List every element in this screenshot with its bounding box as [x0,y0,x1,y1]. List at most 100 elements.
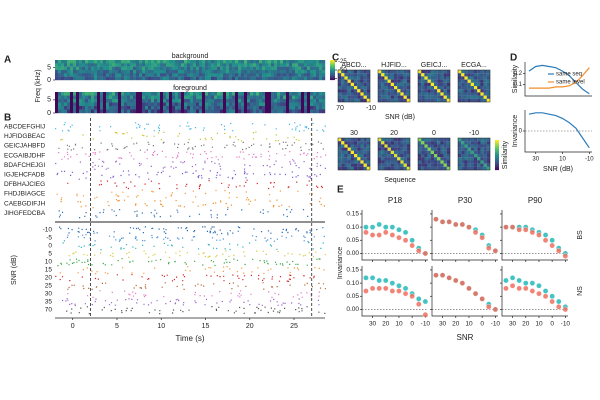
snr-label: 15 [45,267,53,274]
spectrogram-cell [79,60,83,64]
matrix-cell [483,138,487,142]
spectrogram-cell [172,63,176,67]
spectrogram-cell [85,76,89,81]
spectrogram-cell [154,102,158,107]
spectrogram-cell [298,63,302,67]
spectrogram-cell [313,70,317,74]
spectrogram-cell [85,92,89,96]
spectrogram-cell [79,106,83,110]
spectrogram-cell [166,92,170,96]
matrix-cell [387,98,391,103]
spectrogram-cell [238,109,242,114]
spectrogram-cell [301,70,305,74]
spectrogram-cell [100,92,104,96]
matrix-cell [363,70,367,74]
spectrogram-cell [229,99,233,103]
spike-raster-row [56,189,322,199]
spectrogram-cell [103,92,107,96]
spike-raster-row [67,282,326,290]
spectrogram-cell [220,106,224,110]
data-point [542,288,549,294]
spectrogram-cell [229,63,233,67]
spectrogram-cell [103,99,107,103]
spectrogram-cell [274,66,278,71]
data-point [516,226,522,233]
spectrogram-cell [187,66,191,71]
data-point [389,280,396,286]
matrix-cell [341,150,345,155]
spectrogram-cell [154,109,158,114]
spectrogram-cell [190,63,194,67]
spectrogram-cell [226,60,230,64]
spectrogram-cell [193,102,197,107]
spectrogram-cell [280,99,284,103]
spectrogram-cell [139,95,143,100]
colorbar-cell [495,159,499,161]
spectrogram-cell [274,76,278,81]
matrix-cell [384,141,388,145]
matrix-cell [366,79,371,83]
spectrogram-cell [268,102,272,107]
spectrogram-cell [265,60,269,64]
spectrogram-cell [88,70,92,74]
spectrogram-cell [136,60,140,64]
spectrogram-cell [61,73,65,77]
matrix-cell [378,92,382,96]
matrix-cell [344,70,348,74]
matrix-cell [427,98,431,103]
matrix-cell [394,160,398,164]
spectrogram-cell [298,73,302,77]
matrix-cell [354,89,358,93]
axes-frame [431,210,498,261]
spectrogram-cell [154,73,158,77]
spectrogram-cell [298,109,302,114]
matrix-title: 20 [390,130,398,137]
matrix-cell [350,154,355,158]
spectrogram-cell [292,99,296,103]
spectrogram-cell [286,73,290,77]
matrix-cell [418,73,422,77]
spectrogram-cell [211,92,215,96]
spectrogram-cell [280,60,284,64]
matrix-cell [360,141,364,145]
matrix-cell [458,144,462,148]
spectrogram-cell [265,106,269,110]
spectrogram-cell [289,76,293,81]
y-axis-label: Freq (kHz) [35,69,42,102]
matrix-cell [400,73,404,77]
snr-label: -10 [43,227,53,234]
spectrogram-cell [301,63,305,67]
spectrogram-cell [262,109,266,114]
spectrogram-cell [190,73,194,77]
spectrogram-cell [115,109,119,114]
spectrogram-cell [298,92,302,96]
x-tick-label: 15 [202,323,210,330]
spectrogram-cell [121,109,125,114]
spectrogram-cell [79,95,83,100]
sequence-label: ECGAIBJDHF [4,152,45,159]
spectrogram-cell [220,102,224,107]
matrix-cell [480,144,484,148]
matrix-cell [397,138,401,142]
matrix-cell [400,82,404,87]
y-axis-label: Invariance [512,115,519,147]
spectrogram-cell [229,70,233,74]
snr-label: 25 [45,283,53,290]
matrix-cell [366,141,371,145]
matrix-cell [403,150,407,155]
spectrogram-cell [319,102,323,107]
spectrogram-cell [115,70,119,74]
spectrogram-cell [193,109,197,114]
spectrogram-cell [154,70,158,74]
spectrogram-cell [127,60,131,64]
matrix-cell [357,76,361,80]
matrix-cell [338,89,342,93]
matrix-cell [354,70,358,74]
matrix-cell [437,95,441,99]
spectrogram-cell [88,73,92,77]
spectrogram-cell [229,109,233,114]
spectrogram-cell [76,76,80,81]
spectrogram-cell [91,63,95,67]
matrix-cell [467,144,471,148]
spectrogram-cell [148,102,152,107]
